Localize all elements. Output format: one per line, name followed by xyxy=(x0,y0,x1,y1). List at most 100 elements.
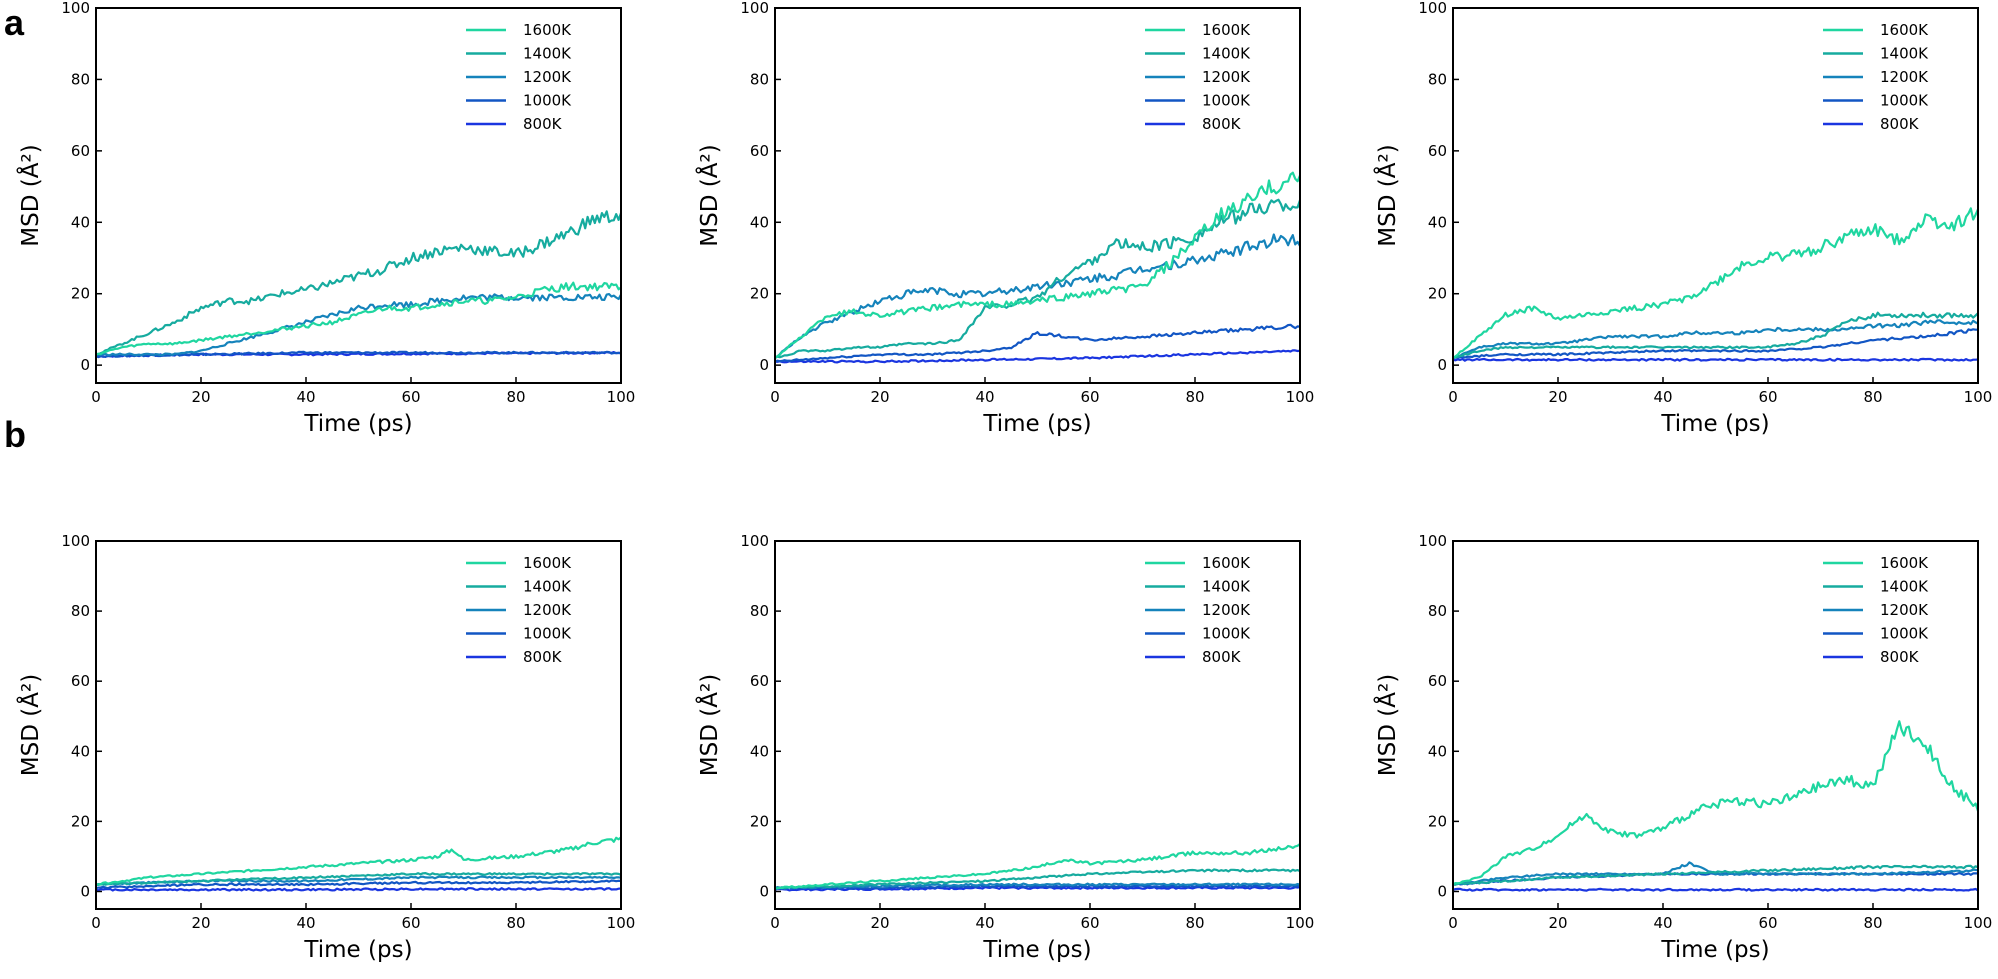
x-axis-label: Time (ps) xyxy=(1660,411,1769,437)
x-tick-label: 100 xyxy=(1286,914,1315,932)
panel-label-a: a xyxy=(4,2,25,43)
x-tick-label: 0 xyxy=(1448,388,1458,406)
series-line-800K xyxy=(1453,887,1978,892)
x-tick-label: 0 xyxy=(770,914,780,932)
y-axis-label: MSD (Å²) xyxy=(16,674,44,776)
x-tick-label: 80 xyxy=(1185,914,1204,932)
y-tick-label: 0 xyxy=(80,882,90,900)
y-tick-label: 60 xyxy=(1428,672,1447,690)
y-tick-label: 80 xyxy=(1428,70,1447,88)
legend: 1600K 1400K 1200K 1000K 800K xyxy=(1145,21,1251,133)
x-tick-label: 80 xyxy=(506,914,525,932)
legend-label: 1600K xyxy=(523,554,572,572)
x-tick-label: 40 xyxy=(975,388,994,406)
y-axis-label: MSD (Å²) xyxy=(695,144,723,246)
legend-label: 1200K xyxy=(1202,601,1251,619)
y-tick-label: 40 xyxy=(750,213,769,231)
legend-label: 800K xyxy=(1202,115,1242,133)
legend-label: 800K xyxy=(523,115,563,133)
series-line-1000K xyxy=(1453,328,1978,360)
series-line-1400K xyxy=(96,871,621,886)
legend-label: 800K xyxy=(1880,115,1920,133)
series-line-1600K xyxy=(775,843,1300,890)
x-tick-label: 80 xyxy=(506,388,525,406)
legend-label: 1400K xyxy=(1202,578,1251,596)
x-tick-label: 40 xyxy=(1653,914,1672,932)
plot-frame xyxy=(95,7,622,384)
x-tick-label: 40 xyxy=(975,914,994,932)
legend-label: 1200K xyxy=(1880,68,1929,86)
y-tick-label: 60 xyxy=(71,672,90,690)
x-axis-label: Time (ps) xyxy=(303,937,412,963)
x-tick-label: 80 xyxy=(1863,388,1882,406)
x-tick-label: 20 xyxy=(870,388,889,406)
series-line-1400K xyxy=(775,868,1300,890)
x-tick-label: 0 xyxy=(91,914,101,932)
x-tick-label: 60 xyxy=(1758,388,1777,406)
plot-frame xyxy=(95,540,622,910)
x-tick-label: 60 xyxy=(1080,914,1099,932)
legend: 1600K 1400K 1200K 1000K 800K xyxy=(466,21,572,133)
x-tick-label: 0 xyxy=(91,388,101,406)
y-tick-label: 80 xyxy=(1428,602,1447,620)
series-line-800K xyxy=(1453,357,1978,362)
y-tick-label: 100 xyxy=(61,0,90,17)
legend-label: 800K xyxy=(1202,648,1242,666)
series-line-1000K xyxy=(96,350,621,359)
y-tick-label: 0 xyxy=(1437,356,1447,374)
legend-label: 1000K xyxy=(1880,625,1929,643)
y-tick-label: 60 xyxy=(1428,142,1447,160)
series-line-1200K xyxy=(1453,861,1978,886)
x-tick-label: 100 xyxy=(1964,388,1993,406)
y-tick-label: 40 xyxy=(750,742,769,760)
y-tick-label: 60 xyxy=(750,672,769,690)
legend-label: 800K xyxy=(1880,648,1920,666)
y-axis-label: MSD (Å²) xyxy=(695,674,723,776)
legend-label: 1000K xyxy=(1880,92,1929,110)
series-line-1400K xyxy=(775,198,1300,359)
x-tick-label: 100 xyxy=(1286,388,1315,406)
legend: 1600K 1400K 1200K 1000K 800K xyxy=(1823,554,1929,666)
legend-label: 1200K xyxy=(523,601,572,619)
x-tick-label: 0 xyxy=(770,388,780,406)
x-tick-label: 100 xyxy=(607,388,636,406)
y-axis-label: MSD (Å²) xyxy=(1373,144,1401,246)
x-tick-label: 20 xyxy=(870,914,889,932)
x-tick-label: 80 xyxy=(1863,914,1882,932)
series-line-1000K xyxy=(775,323,1300,363)
x-tick-label: 0 xyxy=(1448,914,1458,932)
x-tick-label: 100 xyxy=(1964,914,1993,932)
series-group xyxy=(96,210,621,359)
y-tick-label: 100 xyxy=(61,532,90,550)
legend-label: 1600K xyxy=(1202,554,1251,572)
series-line-1000K xyxy=(96,879,621,890)
y-tick-label: 0 xyxy=(759,356,769,374)
series-line-1400K xyxy=(96,210,621,356)
y-tick-label: 80 xyxy=(750,602,769,620)
y-tick-label: 80 xyxy=(71,602,90,620)
series-line-1600K xyxy=(96,836,621,886)
series-group xyxy=(96,836,621,892)
series-line-1400K xyxy=(1453,311,1978,359)
series-group xyxy=(1453,207,1978,362)
x-tick-label: 20 xyxy=(191,914,210,932)
legend-label: 1200K xyxy=(1880,601,1929,619)
y-tick-label: 100 xyxy=(1418,0,1447,17)
plot-frame xyxy=(774,7,1301,384)
x-tick-label: 80 xyxy=(1185,388,1204,406)
series-line-1200K xyxy=(775,233,1300,359)
plot-frame xyxy=(1452,7,1979,384)
x-tick-label: 20 xyxy=(1548,914,1567,932)
x-tick-label: 60 xyxy=(1080,388,1099,406)
legend-label: 1400K xyxy=(523,45,572,63)
series-line-1200K xyxy=(1453,319,1978,360)
chart-a1: 0 20 40 60 80 100 0 20 40 60 80 100 Time (ps) MSD (Å²… xyxy=(16,0,635,437)
y-tick-label: 40 xyxy=(71,213,90,231)
legend-label: 1200K xyxy=(523,68,572,86)
x-axis-label: Time (ps) xyxy=(1660,937,1769,963)
series-line-1600K xyxy=(96,281,621,356)
legend-label: 1400K xyxy=(1202,45,1251,63)
y-tick-label: 20 xyxy=(71,285,90,303)
y-tick-label: 100 xyxy=(1418,532,1447,550)
